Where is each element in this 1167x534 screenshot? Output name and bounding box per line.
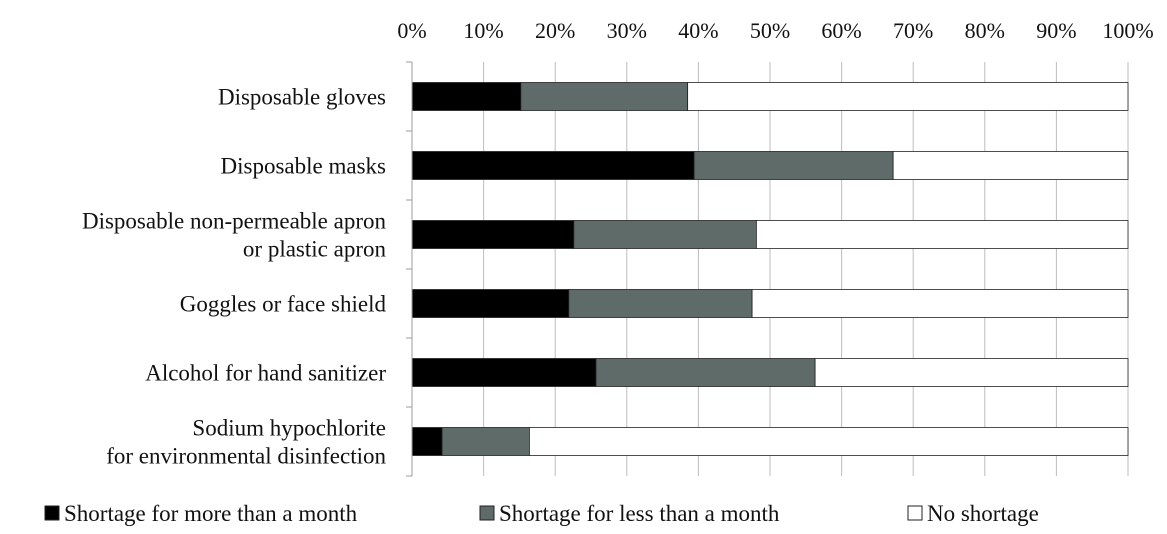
x-tick-label: 90% — [1036, 18, 1076, 43]
bar-segment-no-shortage — [751, 289, 1129, 318]
category-label: Goggles or face shield — [180, 292, 387, 317]
bar-segment-no-shortage — [814, 358, 1129, 387]
x-tick-label: 80% — [965, 18, 1005, 43]
x-tick-labels: 0% 10% 20% 30% 40% 50% 60% 70% 80% 90% 100% — [397, 18, 1153, 43]
bar-segment-no-shortage — [892, 151, 1129, 180]
category-label: Disposable non-permeable apron — [82, 209, 387, 234]
bar-segment-shortage-less — [441, 427, 530, 456]
x-tick-label: 30% — [607, 18, 647, 43]
legend-swatch — [44, 505, 60, 521]
category-label: Disposable masks — [221, 154, 387, 179]
category-label: Sodium hypochlorite — [192, 416, 386, 441]
legend-label: No shortage — [927, 501, 1039, 526]
bar-segment-shortage-more — [411, 427, 443, 456]
bar-segment-shortage-more — [411, 289, 570, 318]
bar-segment-shortage-less — [520, 82, 689, 111]
legend: Shortage for more than a month Shortage f… — [44, 501, 1039, 526]
bar-segment-shortage-more — [411, 358, 597, 387]
bar-segment-shortage-less — [573, 220, 757, 249]
bar-segment-shortage-less — [595, 358, 816, 387]
bar-segment-no-shortage — [755, 220, 1129, 249]
x-tick-label: 20% — [535, 18, 575, 43]
category-label: or plastic apron — [243, 237, 387, 262]
x-tick-label: 10% — [463, 18, 503, 43]
legend-label: Shortage for less than a month — [499, 501, 780, 526]
x-tick-label: 100% — [1102, 18, 1153, 43]
category-label: Alcohol for hand sanitizer — [145, 361, 386, 386]
bar-segment-no-shortage — [529, 427, 1129, 456]
category-label: for environmental disinfection — [106, 444, 386, 469]
axes — [406, 61, 413, 477]
legend-label: Shortage for more than a month — [64, 501, 358, 526]
x-tick-label: 60% — [821, 18, 861, 43]
gridlines — [411, 62, 1129, 476]
x-tick-label: 50% — [750, 18, 790, 43]
legend-swatch — [479, 505, 495, 521]
bar-segment-shortage-less — [693, 151, 894, 180]
x-tick-label: 0% — [397, 18, 426, 43]
bar-segment-no-shortage — [687, 82, 1129, 111]
category-labels: Disposable gloves Disposable masks Disposa… — [82, 85, 387, 469]
bar-segment-shortage-more — [411, 220, 575, 249]
bar-segment-shortage-less — [568, 289, 753, 318]
x-tick-label: 70% — [893, 18, 933, 43]
legend-swatch — [907, 505, 923, 521]
x-tick-label: 40% — [678, 18, 718, 43]
bars — [411, 82, 1129, 456]
category-label: Disposable gloves — [218, 85, 386, 110]
bar-segment-shortage-more — [411, 82, 522, 111]
bar-segment-shortage-more — [411, 151, 695, 180]
